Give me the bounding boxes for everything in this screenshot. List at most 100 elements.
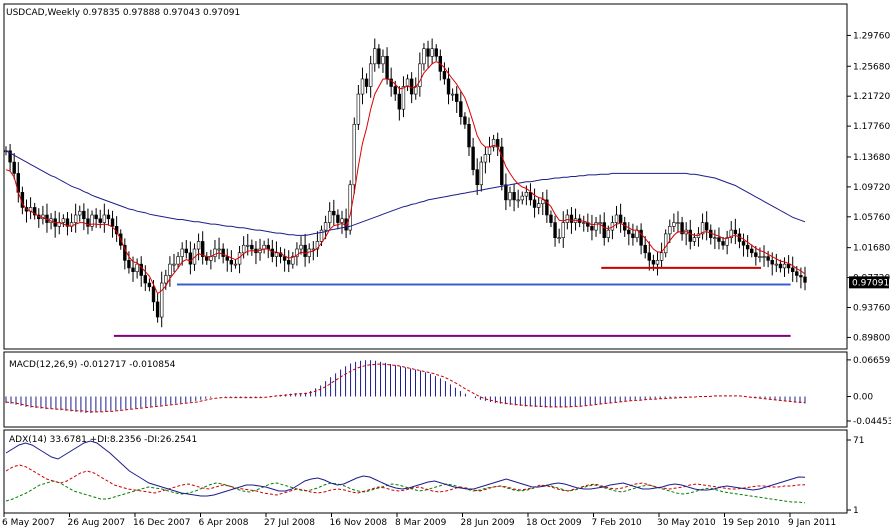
candle-body bbox=[643, 244, 647, 254]
candle-body bbox=[754, 252, 758, 257]
candle-body bbox=[553, 222, 557, 238]
adx-line bbox=[5, 440, 806, 497]
candle-body bbox=[782, 263, 787, 269]
adx-panel-frame bbox=[3, 429, 848, 514]
candle-body bbox=[491, 139, 496, 148]
candle-body bbox=[758, 256, 762, 258]
candle-body bbox=[98, 218, 102, 223]
candle-body bbox=[446, 78, 451, 95]
candle-body bbox=[373, 48, 377, 65]
y-tick-label: 1.01680 bbox=[853, 244, 890, 254]
candle-body bbox=[668, 226, 672, 235]
x-tick-label: 16 Dec 2007 bbox=[133, 518, 191, 528]
candle-body bbox=[246, 244, 250, 247]
candle-body bbox=[774, 263, 779, 266]
y-tick-label: 0.89800 bbox=[853, 333, 890, 343]
candle-body bbox=[237, 252, 242, 265]
candle-body bbox=[32, 207, 37, 216]
candle-body bbox=[713, 237, 717, 239]
candle-body bbox=[594, 222, 598, 231]
candle-body bbox=[430, 48, 434, 57]
candle-body bbox=[614, 214, 619, 223]
candle-body bbox=[168, 263, 172, 276]
macd-y-tick-label: 0.066593 bbox=[853, 356, 891, 366]
minus-di-line bbox=[5, 464, 806, 496]
candle-body bbox=[213, 248, 217, 257]
candle-body bbox=[799, 275, 803, 278]
candle-body bbox=[672, 222, 676, 227]
candle-body bbox=[184, 248, 188, 254]
candle-body bbox=[180, 248, 184, 257]
candle-body bbox=[524, 192, 529, 197]
candle-body bbox=[598, 222, 602, 224]
candle-body bbox=[200, 241, 205, 257]
candle-body bbox=[692, 237, 697, 242]
y-tick-label: 1.13680 bbox=[853, 153, 890, 163]
x-tick-label: 27 Jul 2008 bbox=[264, 518, 315, 528]
candle-body bbox=[274, 252, 279, 257]
candle-body bbox=[516, 199, 520, 202]
candle-body bbox=[475, 169, 479, 186]
candle-body bbox=[123, 244, 127, 261]
candle-body bbox=[541, 199, 545, 204]
x-tick-label: 28 Jun 2009 bbox=[461, 518, 515, 528]
candle-body bbox=[250, 244, 254, 250]
candle-body bbox=[512, 192, 516, 201]
candle-body bbox=[127, 260, 131, 269]
candle-body bbox=[282, 256, 287, 261]
y-tick-label: 1.09720 bbox=[853, 183, 890, 193]
candle-body bbox=[467, 124, 471, 148]
candle-body bbox=[311, 248, 316, 251]
x-tick-label: 19 Sep 2010 bbox=[723, 518, 780, 528]
candle-body bbox=[106, 214, 111, 220]
candle-body bbox=[487, 146, 492, 155]
candle-body bbox=[725, 237, 729, 246]
candle-body bbox=[795, 271, 799, 276]
candle-body bbox=[463, 116, 467, 125]
candle-body bbox=[315, 241, 320, 250]
candle-body bbox=[471, 146, 475, 170]
candle-body bbox=[504, 184, 508, 201]
candle-body bbox=[389, 78, 393, 87]
candle-body bbox=[418, 63, 422, 87]
candle-body bbox=[217, 248, 221, 251]
candle-body bbox=[360, 78, 365, 95]
candle-body bbox=[160, 282, 164, 318]
candle-body bbox=[90, 214, 94, 227]
candle-body bbox=[401, 86, 406, 110]
candle-body bbox=[221, 248, 225, 257]
macd-label: MACD(12,26,9) -0.012717 -0.010854 bbox=[9, 360, 176, 370]
candle-body bbox=[155, 301, 160, 318]
candle-body bbox=[139, 263, 143, 276]
ema-fast-line bbox=[5, 61, 806, 295]
candle-body bbox=[147, 282, 152, 288]
candle-body bbox=[659, 252, 664, 261]
candle-body bbox=[205, 256, 209, 261]
candle-body bbox=[291, 256, 295, 265]
candle-body bbox=[434, 48, 438, 57]
candle-body bbox=[323, 222, 328, 231]
sma-slow-line bbox=[5, 150, 806, 236]
candle-body bbox=[368, 63, 373, 87]
candle-body bbox=[700, 222, 705, 235]
candle-body bbox=[364, 78, 369, 87]
candle-body bbox=[508, 192, 512, 201]
y-tick-label: 1.29760 bbox=[853, 31, 890, 41]
candle-body bbox=[569, 214, 574, 223]
candle-body bbox=[545, 199, 549, 216]
candle-body bbox=[82, 210, 86, 220]
candle-body bbox=[651, 260, 656, 265]
candle-body bbox=[663, 233, 668, 254]
candle-body bbox=[582, 222, 586, 224]
candle-body bbox=[143, 275, 148, 284]
candle-body bbox=[631, 233, 635, 238]
y-tick-label: 0.93760 bbox=[853, 304, 890, 314]
candle-body bbox=[225, 256, 229, 261]
candle-body bbox=[303, 244, 307, 257]
candle-body bbox=[483, 154, 488, 163]
candle-body bbox=[557, 237, 561, 239]
candle-body bbox=[377, 48, 381, 65]
candle-body bbox=[409, 78, 414, 95]
candle-body bbox=[770, 260, 774, 265]
candle-body bbox=[606, 229, 611, 238]
